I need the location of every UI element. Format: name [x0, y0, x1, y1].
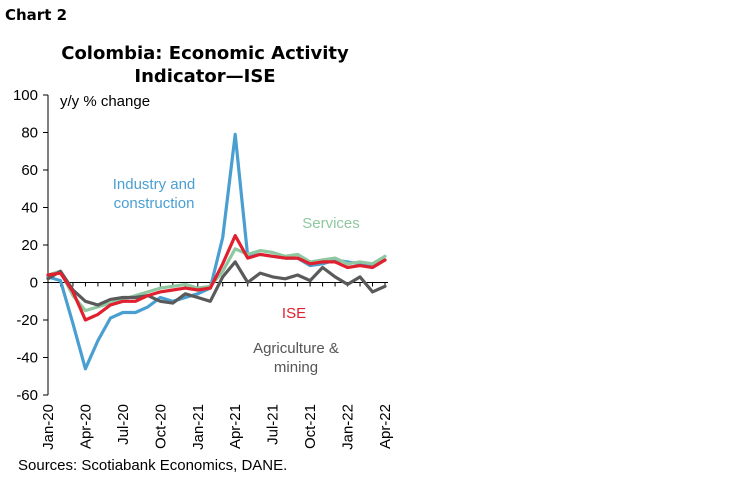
chart-title-line-2: Indicator—ISE	[134, 66, 276, 87]
chart-number-label: Chart 2	[5, 6, 68, 24]
series-line-industry	[46, 132, 387, 371]
x-tick-label: Apr-21	[227, 404, 244, 449]
y-tick-label: -40	[16, 350, 38, 367]
source-note: Sources: Scotiabank Economics, DANE.	[18, 457, 288, 474]
x-tick-label: Oct-20	[152, 404, 169, 449]
annotation-industry: construction	[114, 195, 195, 212]
chart-title-line-1: Colombia: Economic Activity	[61, 43, 349, 64]
y-tick-label: 0	[30, 275, 38, 292]
annotation-agri: Agriculture &	[253, 340, 339, 357]
x-tick-label: Jan-20	[40, 404, 57, 450]
y-tick-label: 100	[13, 87, 38, 104]
x-tick-label: Jan-21	[190, 404, 207, 450]
x-tick-label: Jan-22	[340, 404, 357, 450]
y-tick-label: 60	[21, 162, 38, 179]
series-annotations: Industry and construction Services ISE Agric…	[113, 176, 360, 376]
y-tick-label: 20	[21, 237, 38, 254]
annotation-services: Services	[302, 215, 360, 232]
y-tick-label: 40	[21, 200, 38, 217]
y-tick-label: -60	[16, 387, 38, 404]
annotation-industry: Industry and	[113, 176, 196, 193]
x-tick-label: Apr-20	[77, 404, 94, 449]
series-lines	[46, 132, 387, 371]
y-tick-label: 80	[21, 125, 38, 142]
annotation-ise: ISE	[282, 305, 306, 322]
y-tick-label: -20	[16, 312, 38, 329]
x-tick-label: Oct-21	[302, 404, 319, 449]
annotation-agri: mining	[274, 359, 318, 376]
series-line-ise	[46, 234, 387, 322]
y-axis-label: y/y % change	[60, 93, 151, 110]
x-tick-label: Jul-21	[265, 404, 282, 445]
series-line-agri	[46, 260, 387, 307]
x-tick-label: Apr-22	[377, 404, 394, 449]
x-tick-label: Jul-20	[115, 404, 132, 445]
